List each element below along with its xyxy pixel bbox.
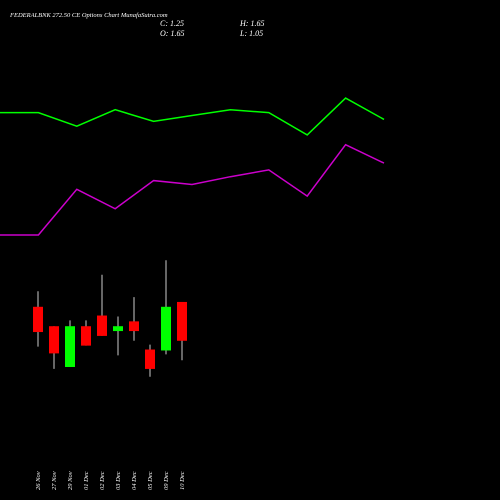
chart-title: FEDERALBNK 272.50 CE Options Chart Munaf…: [9, 12, 168, 19]
candle-body: [65, 326, 75, 367]
close-label: C: 1.25: [160, 19, 184, 28]
x-tick-label: 02 Dec: [99, 471, 106, 490]
x-tick-label: 10 Dec: [179, 471, 186, 490]
x-tick-label: 26 Nov: [35, 471, 42, 490]
low-label: L: 1.05: [239, 29, 263, 38]
candle-body: [129, 321, 139, 332]
candle-body: [81, 326, 91, 346]
candle-body: [145, 349, 155, 369]
x-tick-label: 04 Dec: [131, 471, 138, 490]
candle-body: [161, 306, 171, 351]
x-tick-label: 05 Dec: [147, 471, 154, 490]
candle-body: [97, 315, 107, 336]
indicator-line: [0, 97, 385, 136]
high-label: H: 1.65: [239, 19, 264, 28]
candle-body: [33, 306, 43, 333]
x-tick-label: 09 Dec: [163, 471, 170, 490]
x-tick-label: 29 Nov: [67, 471, 74, 490]
candle-body: [113, 326, 123, 332]
open-label: O: 1.65: [160, 29, 184, 38]
x-tick-label: 01 Dec: [83, 471, 90, 490]
x-tick-label: 27 Nov: [51, 471, 58, 490]
candle-body: [177, 301, 187, 341]
candle-body: [49, 326, 59, 354]
indicator-line: [0, 143, 385, 236]
x-tick-label: 03 Dec: [115, 471, 122, 490]
